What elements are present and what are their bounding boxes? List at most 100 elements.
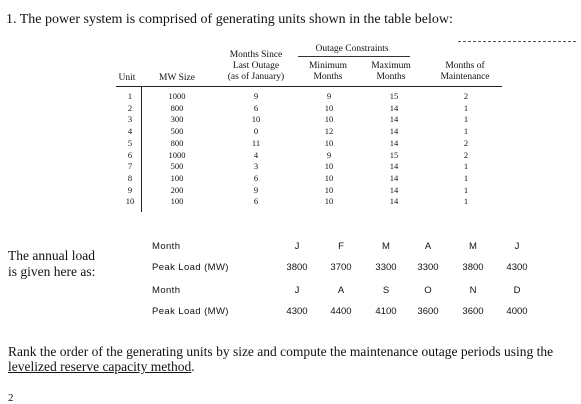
month-cell: M bbox=[382, 241, 390, 252]
load-cell: 3800 bbox=[462, 262, 484, 273]
table-cell: 15 bbox=[389, 149, 399, 160]
table-cell: 0 bbox=[253, 126, 259, 137]
table-cell: 1 bbox=[463, 102, 469, 113]
header-line: Last Outage bbox=[232, 61, 280, 71]
top-dashed-rule bbox=[458, 41, 576, 42]
table-cell: 9 bbox=[127, 184, 133, 195]
month-label-1: Month bbox=[152, 241, 181, 252]
table-cell: 3 bbox=[127, 114, 133, 125]
table-cell: 7 bbox=[127, 161, 133, 172]
header-group-underline bbox=[298, 56, 410, 57]
table-cell: 10 bbox=[324, 102, 334, 113]
header-line: Maximum bbox=[371, 61, 411, 71]
table-cell: 1 bbox=[463, 172, 469, 183]
month-cell: N bbox=[469, 285, 477, 296]
table-cell: 10 bbox=[251, 114, 261, 125]
load-cell: 3600 bbox=[417, 306, 439, 317]
load-label: The annual load is given here as: bbox=[8, 248, 95, 280]
instruction-body: Rank the order of the generating units b… bbox=[8, 344, 554, 359]
table-cell: 1 bbox=[127, 91, 133, 101]
table-cell: 14 bbox=[389, 126, 399, 137]
table-cell: 2 bbox=[127, 102, 133, 113]
table-cell: 100 bbox=[170, 172, 184, 183]
method-link[interactable]: levelized reserve capacity method bbox=[8, 359, 192, 374]
header-group-outage: Outage Constraints bbox=[315, 44, 389, 54]
table-cell: 6 bbox=[253, 102, 259, 113]
table-cell: 14 bbox=[389, 161, 399, 172]
table-cell: 300 bbox=[170, 114, 184, 125]
table-cell: 10 bbox=[324, 172, 334, 183]
month-cell: M bbox=[469, 241, 477, 252]
table-cell: 1000 bbox=[168, 91, 186, 101]
month-cell: S bbox=[382, 285, 390, 296]
load-cell: 4000 bbox=[506, 306, 528, 317]
table-cell: 12 bbox=[324, 126, 334, 137]
header-months-since: Months Since Last Outage (as of January) bbox=[216, 50, 296, 83]
table-cell: 200 bbox=[170, 184, 184, 195]
table-cell: 4 bbox=[253, 149, 259, 160]
month-cell: J bbox=[294, 285, 300, 296]
header-line: Minimum bbox=[308, 61, 347, 71]
table-cell: 6 bbox=[127, 149, 133, 160]
table-cell: 14 bbox=[389, 137, 399, 148]
load-cell: 4100 bbox=[375, 306, 397, 317]
table-cell: 9 bbox=[326, 91, 332, 101]
table-cell: 6 bbox=[253, 172, 259, 183]
header-line: (as of January) bbox=[227, 72, 285, 82]
header-maintenance: Months of Maintenance bbox=[428, 61, 502, 83]
header-minimum: Minimum Months bbox=[306, 61, 350, 83]
load-label-line: The annual load bbox=[8, 248, 95, 263]
month-label-2: Month bbox=[152, 285, 181, 296]
load-cell: 4300 bbox=[286, 306, 308, 317]
table-cell: 10 bbox=[324, 184, 334, 195]
table-cell: 10 bbox=[125, 196, 135, 207]
table-cell: 10 bbox=[324, 137, 334, 148]
table-cell: 1 bbox=[463, 161, 469, 172]
table-cell: 800 bbox=[170, 102, 184, 113]
table-cell: 10 bbox=[324, 114, 334, 125]
table-cell: 9 bbox=[253, 91, 259, 101]
load-cell: 3300 bbox=[417, 262, 439, 273]
table-cell: 15 bbox=[389, 91, 399, 101]
month-cell: A bbox=[337, 285, 345, 296]
table-cell: 14 bbox=[389, 172, 399, 183]
table-cell: 10 bbox=[324, 161, 334, 172]
table-cell: 2 bbox=[463, 91, 469, 101]
peak-label-2: Peak Load (MW) bbox=[152, 306, 229, 317]
table-cell: 1 bbox=[463, 126, 469, 137]
table-cell: 14 bbox=[389, 184, 399, 195]
load-label-line: is given here as: bbox=[8, 264, 96, 279]
table-cell: 2 bbox=[463, 149, 469, 160]
table-cell: 14 bbox=[389, 114, 399, 125]
next-question-number: 2 bbox=[8, 392, 14, 404]
header-line: Maintenance bbox=[440, 72, 490, 82]
table-cell: 8 bbox=[127, 172, 133, 183]
header-unit: Unit bbox=[118, 73, 136, 83]
table-cell: 9 bbox=[326, 149, 332, 160]
table-cell: 1 bbox=[463, 184, 469, 195]
load-cell: 3800 bbox=[286, 262, 308, 273]
question-text: 1. The power system is comprised of gene… bbox=[6, 12, 453, 27]
table-cell: 100 bbox=[170, 196, 184, 207]
table-cell: 14 bbox=[389, 102, 399, 113]
table-cell: 11 bbox=[251, 137, 261, 148]
header-line: Months bbox=[376, 72, 406, 82]
load-cell: 3300 bbox=[375, 262, 397, 273]
load-cell: 3600 bbox=[462, 306, 484, 317]
table-cell: 1000 bbox=[168, 149, 186, 160]
peak-label-1: Peak Load (MW) bbox=[152, 262, 229, 273]
load-cell: 4400 bbox=[330, 306, 352, 317]
header-line: Months Since bbox=[229, 50, 283, 60]
table-cell: 500 bbox=[170, 126, 184, 137]
month-cell: J bbox=[294, 241, 300, 252]
table-cell: 4 bbox=[127, 126, 133, 137]
table-cell: 800 bbox=[170, 137, 184, 148]
month-cell: F bbox=[338, 241, 344, 252]
table-divider bbox=[141, 86, 142, 212]
month-cell: J bbox=[514, 241, 520, 252]
month-cell: A bbox=[424, 241, 432, 252]
table-cell: 9 bbox=[253, 184, 259, 195]
month-cell: O bbox=[424, 285, 432, 296]
table-top-rule bbox=[116, 86, 502, 87]
instruction-end: . bbox=[191, 359, 195, 374]
